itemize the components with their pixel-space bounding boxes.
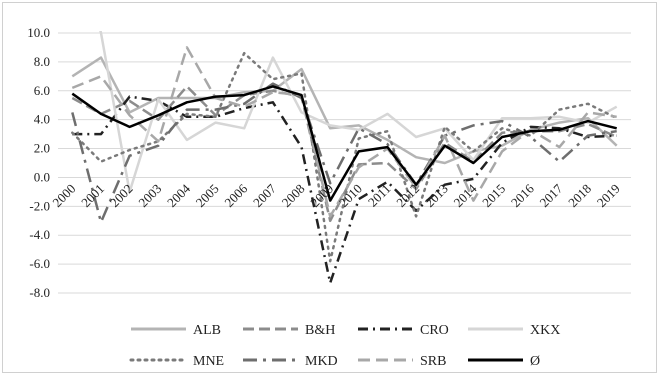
legend-item: MKD — [243, 354, 338, 369]
legend-item: MNE — [129, 354, 224, 369]
x-tick-label: 2009 — [307, 181, 336, 210]
y-tick-label: 10.0 — [27, 25, 50, 40]
y-tick-label: -4.0 — [29, 227, 50, 242]
y-tick-label: -6.0 — [29, 256, 50, 271]
series-layer — [71, 31, 618, 285]
x-tick-label: 2001 — [78, 181, 107, 210]
x-tick-label: 2019 — [594, 181, 623, 210]
x-tick-label: 2000 — [49, 181, 78, 210]
legend-item: SRB — [358, 354, 446, 369]
legend-label: MNE — [193, 354, 224, 369]
x-tick-label: 2017 — [537, 181, 566, 210]
legend-label: CRO — [420, 323, 449, 338]
legend-label: ALB — [193, 323, 221, 338]
legend-item: XKX — [468, 323, 560, 338]
y-tick-label: 2.0 — [34, 141, 50, 156]
legend-item: ALB — [131, 323, 221, 338]
y-tick-label: 0.0 — [34, 169, 50, 184]
grid-layer — [58, 32, 631, 294]
x-tick-label: 2016 — [508, 181, 537, 210]
series-line-mkd — [71, 82, 617, 224]
y-tick-label: 6.0 — [34, 83, 50, 98]
x-tick-label: 2007 — [250, 181, 279, 210]
legend-item: Ø — [468, 354, 540, 369]
y-tick-label: -2.0 — [29, 198, 50, 213]
legend-label: Ø — [530, 354, 540, 369]
legend-label: MKD — [305, 354, 338, 369]
legend-item: CRO — [358, 323, 449, 338]
x-tick-label: 2008 — [279, 181, 308, 210]
x-tick-label: 2006 — [221, 181, 250, 210]
line-chart: 10.0 8.0 6.0 4.0 2.0 0.0 -2.0 -4.0 -6.0 -8.0 2000… — [27, 25, 631, 369]
legend-label: XKX — [530, 323, 560, 338]
x-tick-label: 2018 — [565, 181, 594, 210]
y-tick-label: 4.0 — [34, 112, 50, 127]
chart-frame: 10.0 8.0 6.0 4.0 2.0 0.0 -2.0 -4.0 -6.0 -8.0 2000… — [2, 2, 657, 373]
y-axis-ticks: 10.0 8.0 6.0 4.0 2.0 0.0 -2.0 -4.0 -6.0 -8.0 — [27, 25, 50, 300]
legend-label: SRB — [420, 354, 446, 369]
legend-label: B&H — [305, 323, 335, 338]
series-line-mne — [71, 51, 618, 263]
y-tick-label: 8.0 — [34, 54, 50, 69]
series-line-cro — [72, 95, 617, 285]
x-axis-ticks: 2000 2001 2002 2003 2004 2005 2006 2007 2008 2009… — [49, 181, 622, 210]
legend: ALB B&H CRO XKX MNE MKD SRB Ø — [129, 323, 560, 369]
y-tick-label: -8.0 — [29, 285, 50, 300]
series-line-xkx — [99, 31, 618, 194]
x-tick-label: 2014 — [451, 181, 480, 210]
x-tick-label: 2005 — [193, 181, 222, 210]
x-tick-label: 2003 — [135, 181, 164, 210]
legend-item: B&H — [243, 323, 335, 338]
x-tick-label: 2004 — [164, 181, 193, 210]
series-line-- — [71, 85, 618, 202]
